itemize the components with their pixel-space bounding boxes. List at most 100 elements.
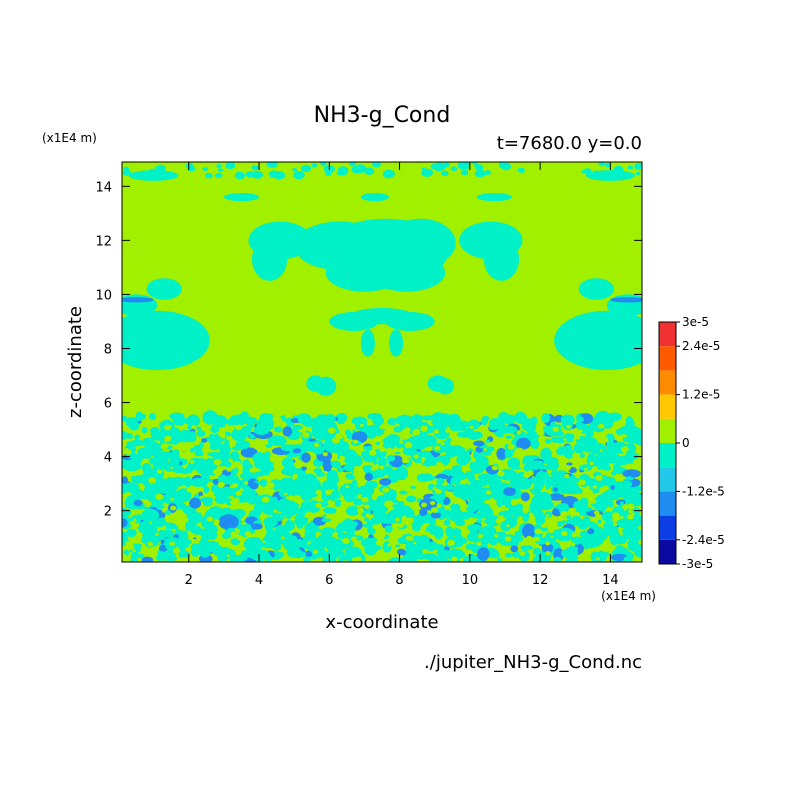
contour-speckle [278,488,290,498]
contour-speckle [596,557,600,561]
contour-speckle [160,443,169,450]
contour-speckle [373,507,384,518]
contour-speckle [430,500,436,506]
contour-speckle [445,445,462,456]
contour-speckle [231,446,242,451]
contour-speckle [244,481,249,485]
contour-speckle [132,488,143,496]
contour-speckle [421,167,427,171]
contour-speckle [504,552,513,558]
contour-speckle [275,524,288,532]
contour-speckle [522,517,529,522]
contour-speckle [189,497,202,509]
contour-speckle [143,506,149,510]
contour-speckle [609,479,615,484]
contour-speckle [421,502,427,508]
contour-speckle [156,440,161,444]
contour-speckle [391,499,399,504]
contour-speckle [436,503,443,509]
colorbar-swatch [659,346,676,371]
contour-speckle [342,537,350,545]
contour-speckle [235,491,242,496]
contour-speckle [425,543,437,552]
contour-speckle [385,469,402,477]
contour-speckle [560,510,568,518]
contour-speckle [210,542,214,547]
contour-speckle [429,465,434,469]
contour-speckle [553,529,564,539]
contour-speckle [230,538,237,544]
contour-speckle [186,414,201,427]
contour-speckle [202,167,208,171]
contour-speckle [196,507,203,513]
contour-speckle [148,477,157,484]
contour-speckle [372,416,385,426]
chart-title: NH3-g_Cond [314,103,451,128]
contour-speckle [466,505,478,513]
contour-speckle [435,544,445,551]
contour-speckle [610,553,628,561]
chart-subtitle: t=7680.0 y=0.0 [497,133,642,154]
contour-speckle [592,485,597,489]
contour-speckle [566,424,571,429]
contour-speckle [454,519,466,527]
x-axis-ticks: 2 4 6 8 10 12 14 [185,162,619,588]
contour-speckle [419,508,428,516]
contour-speckle [311,163,318,168]
contour-speckle [450,469,465,478]
contour-speckle [565,556,578,562]
contour-speckle [545,514,550,517]
x-axis-label: x-coordinate [325,612,438,633]
contour-speckle [196,538,201,542]
contour-speckle [181,557,190,562]
contour-speckle [385,502,392,508]
contour-speckle [507,507,520,515]
contour-region [146,278,182,300]
contour-fill-regions [122,162,642,562]
x-tick-label: 12 [532,573,549,588]
contour-speckle [321,491,337,503]
contour-speckle [413,454,419,459]
contour-speckle [535,515,546,525]
contour-speckle [514,530,523,538]
contour-speckle [156,517,166,528]
contour-speckle [532,555,545,562]
contour-speckle [127,476,132,480]
contour-speckle [126,459,135,467]
contour-speckle [496,447,507,460]
contour-speckle [486,531,500,541]
contour-speckle [436,415,448,427]
contour-speckle [421,460,425,464]
contour-speckle [280,422,287,427]
contour-speckle [504,536,512,542]
contour-speckle [178,445,187,452]
contour-speckle [496,422,502,428]
contour-speckle [435,473,449,480]
contour-speckle [365,513,371,518]
contour-speckle [563,438,567,441]
contour-speckle [451,556,458,562]
colorbar-swatch [659,443,676,468]
contour-speckle [548,470,552,474]
contour-speckle [611,424,619,430]
contour-speckle [234,478,241,485]
contour-region [360,193,390,202]
y-tick-label: 6 [104,397,112,412]
contour-speckle [379,465,385,470]
colorbar-swatch [659,515,676,540]
colorbar-swatch [659,418,676,443]
contour-region [389,329,404,357]
contour-speckle [448,420,461,430]
contour-speckle [136,521,152,531]
contour-speckle [206,490,215,497]
contour-speckle [631,512,635,516]
colorbar: 3e-5 2.4e-5 1.2e-5 0 -1.2e-5 -2.4e-5 -3e-5 [658,315,725,571]
colorbar-swatch [659,539,676,564]
contour-speckle [552,487,559,492]
contour-speckle [256,453,267,460]
contour-speckle [356,507,364,514]
contour-speckle [576,416,584,423]
contour-speckle [412,523,422,532]
contour-speckle [523,472,531,478]
contour-speckle [224,439,230,447]
